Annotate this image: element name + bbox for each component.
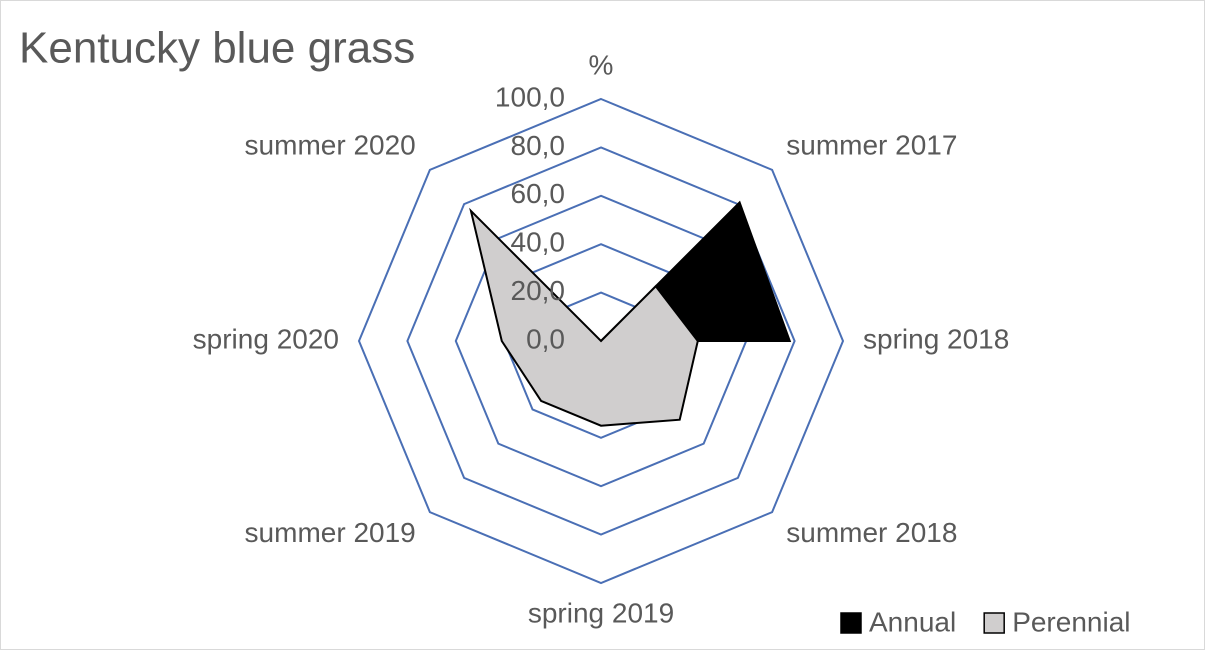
r-tick-label: 80,0	[511, 130, 566, 161]
chart-title: Kentucky blue grass	[19, 24, 415, 73]
r-tick-label: 40,0	[511, 227, 566, 258]
r-tick-label: 0,0	[526, 323, 565, 354]
r-tick-label: 20,0	[511, 275, 566, 306]
category-label: spring 2019	[528, 597, 674, 628]
legend-swatch	[983, 612, 1005, 634]
category-label: spring 2020	[193, 323, 339, 354]
category-label: spring 2018	[863, 323, 1009, 354]
radar-area	[469, 207, 699, 427]
category-label: %	[589, 49, 614, 80]
category-label: summer 2020	[245, 130, 416, 161]
legend-label: Perennial	[1012, 606, 1130, 637]
grid-line	[357, 97, 845, 585]
legend-label: Annual	[869, 606, 956, 637]
category-label: summer 2017	[786, 130, 957, 161]
r-tick-label: 60,0	[511, 178, 566, 209]
legend-swatch	[840, 612, 862, 634]
r-tick-label: 100,0	[495, 81, 565, 112]
category-label: summer 2018	[786, 517, 957, 548]
category-label: summer 2019	[245, 517, 416, 548]
